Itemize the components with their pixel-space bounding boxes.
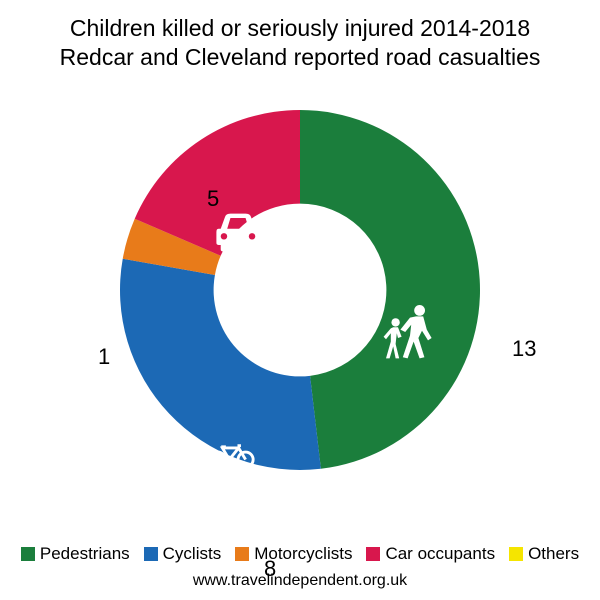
value-label-motorcyclists: 1 (98, 344, 110, 370)
donut-slice (120, 259, 321, 470)
legend-label: Cyclists (163, 544, 222, 564)
legend-swatch (366, 547, 380, 561)
legend-swatch (21, 547, 35, 561)
legend-label: Pedestrians (40, 544, 130, 564)
chart-title: Children killed or seriously injured 201… (0, 0, 600, 72)
legend-item: Pedestrians (21, 544, 130, 564)
legend-swatch (509, 547, 523, 561)
title-line-1: Children killed or seriously injured 201… (0, 14, 600, 43)
legend-item: Car occupants (366, 544, 495, 564)
value-label-pedestrians: 13 (512, 336, 536, 362)
legend-item: Motorcyclists (235, 544, 352, 564)
legend-item: Cyclists (144, 544, 222, 564)
legend-item: Others (509, 544, 579, 564)
source-url: www.travelindependent.org.uk (0, 572, 600, 590)
donut-chart: 13 8 1 5 (0, 80, 600, 520)
value-label-car-occupants: 5 (207, 186, 219, 212)
donut-svg (110, 100, 490, 480)
legend-swatch (235, 547, 249, 561)
legend-label: Others (528, 544, 579, 564)
legend-label: Motorcyclists (254, 544, 352, 564)
donut-slice (300, 110, 480, 469)
legend: Pedestrians Cyclists Motorcyclists Car occu… (0, 544, 600, 564)
title-line-2: Redcar and Cleveland reported road casua… (0, 43, 600, 72)
legend-label: Car occupants (385, 544, 495, 564)
legend-swatch (144, 547, 158, 561)
